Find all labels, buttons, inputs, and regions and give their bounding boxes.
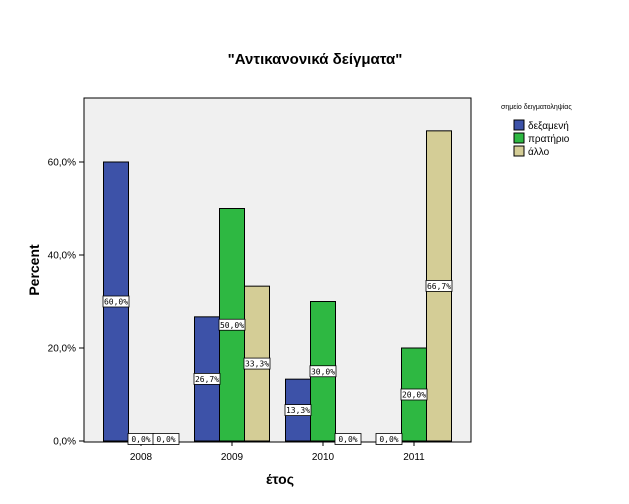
data-label-box [152,433,180,445]
x-tick-label: 2010 [312,452,335,463]
data-label: 0,0% [379,435,398,444]
data-label-box [218,318,246,331]
y-axis: 0,0% 20,0% 40,0% 60,0% [48,158,84,448]
data-labels: 60,0% 0,0% 0,0% 26,7% 50,0% 33,3% 13,3% 30,0% 0,… [102,280,453,445]
data-label-box [309,365,337,378]
y-tick-label: 40,0% [48,251,76,262]
x-tick-label: 2008 [130,452,153,463]
y-tick-label: 20,0% [48,344,76,355]
x-tick-label: 2009 [221,452,244,463]
legend-swatch [513,145,525,157]
data-label: 0,0% [338,435,357,444]
legend-swatch [513,132,525,144]
data-label-box [243,357,271,370]
y-tick-label: 60,0% [48,158,76,169]
data-label-box [334,433,362,445]
data-label: 13,3% [286,406,310,415]
data-label-box [102,295,130,308]
chart-title: "Αντικανονικά δείγματα" [228,51,403,68]
data-label: 20,0% [402,391,426,400]
data-label-box [425,280,453,292]
data-label-box [400,388,428,401]
legend-label: άλλο [528,146,550,158]
data-label: 33,3% [245,360,269,369]
data-label: 26,7% [195,375,219,384]
data-label-box [193,373,221,385]
y-tick-label: 0,0% [53,437,76,448]
x-axis-title: έτος [266,471,294,487]
data-label: 30,0% [311,367,335,376]
data-label-box [375,433,403,445]
data-label: 60,0% [104,298,128,307]
data-label: 0,0% [131,435,150,444]
data-label-box [284,404,312,416]
x-axis: 2008 2009 2010 2011 [130,442,425,463]
legend-label: δεξαμενή [528,120,569,132]
data-label: 0,0% [156,435,175,444]
data-label: 50,0% [220,321,244,330]
data-label: 66,7% [427,282,451,291]
legend-title: σημείο δειγματοληψίας [501,103,572,111]
legend-label: πρατήριο [528,133,570,145]
legend-swatch [513,119,525,131]
x-tick-label: 2011 [403,452,425,463]
y-axis-title: Percent [26,244,42,296]
legend: σημείο δειγματοληψίας δεξαμενήπρατήριοάλ… [501,103,572,158]
